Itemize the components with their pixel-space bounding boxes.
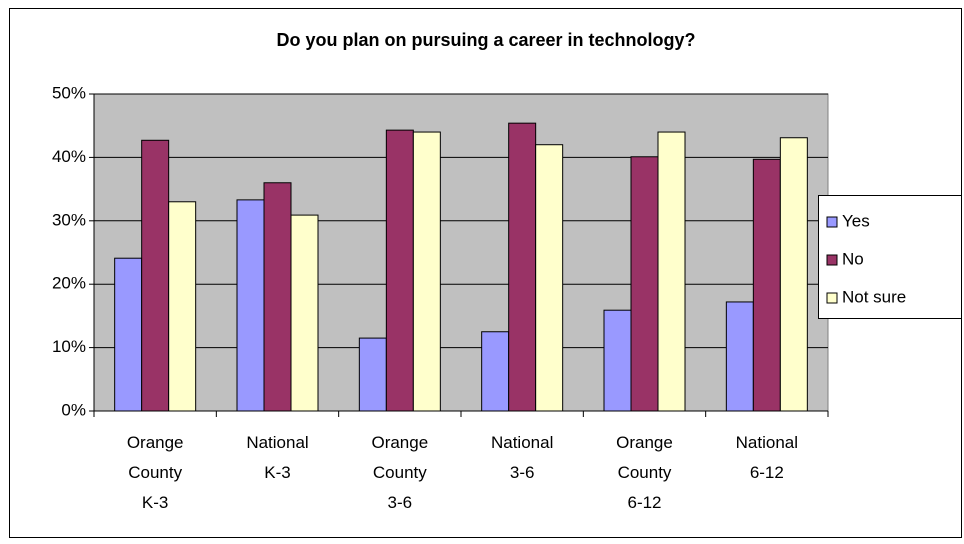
x-tick-label-line: National [246, 433, 308, 452]
bar [141, 139, 170, 412]
bar [752, 158, 781, 412]
bar [290, 214, 319, 412]
x-tick-label-line: County [373, 463, 427, 482]
x-tick-label-line: K-3 [142, 493, 168, 512]
bar [630, 156, 659, 412]
bar [385, 129, 414, 412]
x-tick-label: Orange County 6-12 [616, 433, 673, 512]
y-tick-label: 10% [52, 337, 86, 356]
x-tick-label: Orange County 3-6 [371, 433, 428, 512]
legend-label: Not sure [842, 287, 906, 306]
bar [779, 137, 808, 412]
x-tick-label-line: K-3 [264, 463, 290, 482]
x-tick-label-line: Orange [371, 433, 428, 452]
bar [236, 199, 265, 412]
x-tick-label-line: National [491, 433, 553, 452]
x-tick-label: Orange County K-3 [127, 433, 184, 512]
bar [358, 337, 387, 412]
x-tick-label-line: County [618, 463, 672, 482]
x-tick-label-line: Orange [616, 433, 673, 452]
legend-swatch [826, 292, 838, 304]
plot-area [93, 93, 829, 412]
x-tick-label-line: 3-6 [510, 463, 535, 482]
x-tick-label: National 3-6 [491, 433, 553, 482]
bar [481, 331, 510, 412]
x-tick-label: National 6-12 [736, 433, 798, 482]
bar [725, 301, 754, 412]
y-tick-label: 0% [61, 400, 86, 419]
legend-swatch [826, 254, 838, 266]
x-tick-label: National K-3 [246, 433, 308, 482]
bar [263, 182, 292, 412]
x-tick-label-line: 6-12 [750, 463, 784, 482]
bar [114, 257, 143, 412]
bar [535, 144, 564, 412]
bar [508, 122, 537, 412]
x-tick-label-line: 6-12 [627, 493, 661, 512]
y-tick-label: 20% [52, 274, 86, 293]
legend-label: Yes [842, 211, 870, 230]
chart-title: Do you plan on pursuing a career in tech… [276, 30, 695, 50]
x-tick-label-line: County [128, 463, 182, 482]
bar [412, 131, 441, 412]
bar [168, 201, 197, 412]
x-tick-label-line: Orange [127, 433, 184, 452]
bar [657, 131, 686, 412]
y-tick-label: 50% [52, 83, 86, 102]
x-tick-label-line: National [736, 433, 798, 452]
y-tick-label: 30% [52, 210, 86, 229]
legend-box [818, 195, 962, 319]
x-tick-label-line: 3-6 [388, 493, 413, 512]
legend-label: No [842, 249, 864, 268]
bar [603, 309, 632, 412]
y-tick-label: 40% [52, 147, 86, 166]
legend-swatch [826, 216, 838, 228]
